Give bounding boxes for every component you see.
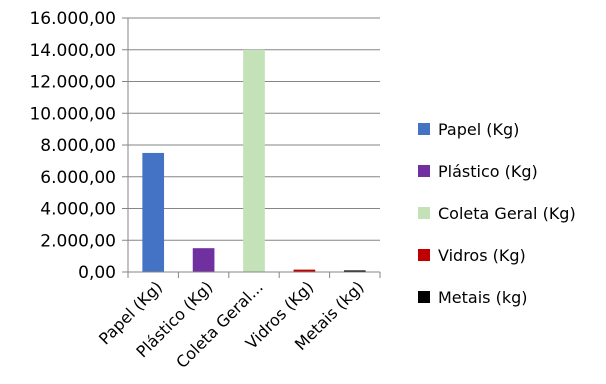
y-tick-label: 2.000,00 [40,231,116,251]
bar [293,269,316,272]
legend-label-papel: Papel (Kg) [438,119,520,139]
y-tick-label: 6.000,00 [40,168,116,188]
legend-item-plastico: Plástico (Kg) [418,150,604,192]
legend-item-vidros: Vidros (Kg) [418,234,604,276]
legend-item-papel: Papel (Kg) [418,108,604,150]
y-tick-label: 0,00 [78,263,116,283]
x-tick-label: Coleta Geral... [172,277,267,372]
legend-swatch-metais [418,291,430,303]
legend-swatch-plastico [418,165,430,177]
bar [142,152,165,272]
legend: Papel (Kg) Plástico (Kg) Coleta Geral (K… [418,108,604,318]
y-tick-label: 12.000,00 [29,73,116,93]
bar [343,270,366,272]
legend-label-metais: Metais (kg) [438,287,528,307]
legend-item-metais: Metais (kg) [418,276,604,318]
legend-label-plastico: Plástico (Kg) [438,161,538,181]
y-tick-label: 10.000,00 [29,104,116,124]
legend-item-coleta-geral: Coleta Geral (Kg) [418,192,604,234]
y-tick-label: 16.000,00 [29,9,116,29]
legend-swatch-coleta-geral [418,207,430,219]
y-tick-label: 14.000,00 [29,41,116,61]
y-tick-label: 4.000,00 [40,200,116,220]
legend-swatch-papel [418,123,430,135]
bar [243,49,265,272]
y-tick-label: 8.000,00 [40,136,116,156]
legend-label-coleta-geral: Coleta Geral (Kg) [438,203,576,223]
legend-label-vidros: Vidros (Kg) [438,245,526,265]
legend-swatch-vidros [418,249,430,261]
bar [192,248,215,272]
